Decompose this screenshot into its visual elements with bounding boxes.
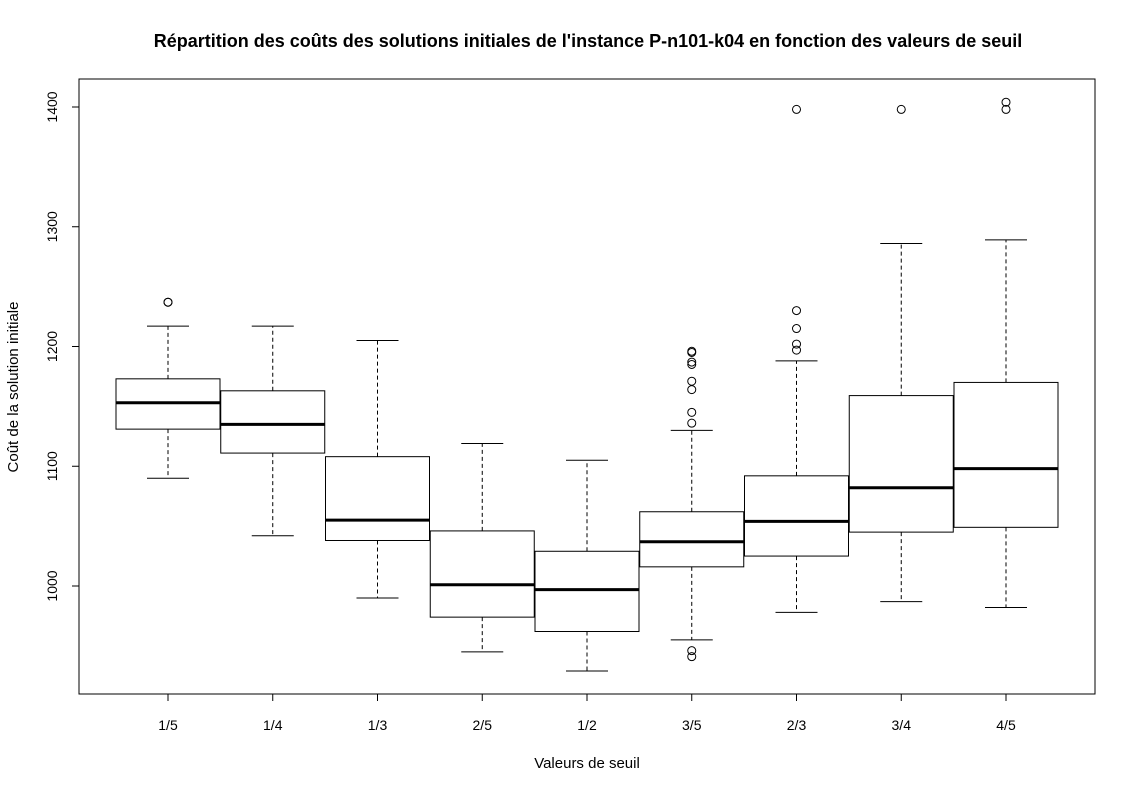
iqr-box [429, 530, 535, 618]
x-tick-label: 2/3 [787, 717, 807, 733]
box-2 [220, 325, 326, 537]
y-tick-label: 1000 [44, 570, 60, 601]
outlier-point [1001, 97, 1011, 107]
outlier-point [896, 104, 906, 114]
x-axis: 1/5 1/4 1/3 2/5 1/2 3/5 2/3 3/4 4/5 [158, 693, 1016, 733]
outlier-point [687, 359, 697, 369]
outlier-point [1001, 104, 1011, 114]
x-tick-label: 4/5 [996, 717, 1016, 733]
x-tick-label: 1/5 [158, 717, 178, 733]
outlier-point [792, 104, 801, 114]
outlier-point [687, 407, 697, 417]
box-3 [325, 340, 430, 599]
outlier-point [687, 357, 697, 367]
chart-title: Répartition des coûts des solutions init… [154, 31, 1023, 51]
x-tick-label: 2/5 [473, 717, 493, 733]
box-5 [534, 459, 640, 672]
outlier-point [687, 418, 697, 428]
box-6 [639, 346, 745, 662]
iqr-box [220, 390, 326, 454]
y-axis: 1000 1100 1200 1300 1400 [44, 91, 80, 602]
iqr-box [534, 550, 640, 633]
outlier-point [687, 646, 697, 656]
outlier-point [687, 652, 697, 662]
iqr-box [325, 456, 430, 541]
iqr-box [848, 395, 954, 533]
outlier-point [687, 376, 697, 386]
y-axis-label: Coût de la solution initiale [5, 302, 22, 473]
outlier-point [687, 347, 697, 357]
outlier-point [687, 385, 697, 395]
outlier-point [163, 297, 173, 307]
y-tick-label: 1200 [44, 331, 60, 362]
y-tick-label: 1400 [44, 91, 60, 122]
box-8 [848, 104, 954, 603]
x-axis-label: Valeurs de seuil [534, 755, 640, 772]
y-tick-label: 1300 [44, 211, 60, 242]
iqr-box [953, 381, 1059, 528]
box-9 [953, 97, 1059, 609]
outlier-point [792, 324, 801, 334]
box-7 [744, 104, 849, 613]
outlier-point [792, 339, 801, 349]
boxes-group [115, 97, 1059, 672]
x-tick-label: 1/4 [263, 717, 283, 733]
x-tick-label: 1/3 [368, 717, 388, 733]
iqr-box [639, 511, 745, 568]
box-4 [429, 442, 535, 653]
outlier-point [792, 345, 801, 355]
iqr-box [744, 475, 849, 557]
y-tick-label: 1100 [44, 451, 60, 481]
x-tick-label: 3/4 [892, 717, 912, 733]
box-1 [115, 297, 221, 479]
x-tick-label: 3/5 [682, 717, 702, 733]
x-tick-label: 1/2 [577, 717, 597, 733]
outlier-point [792, 306, 801, 316]
